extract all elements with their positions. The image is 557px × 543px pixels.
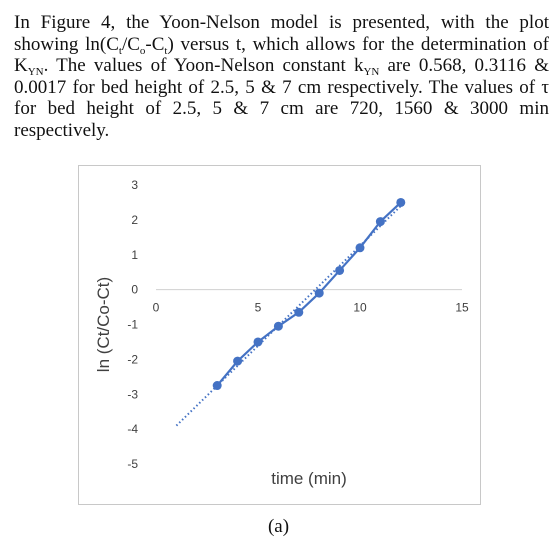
data-point (273, 321, 283, 331)
data-point (294, 307, 304, 317)
figure-caption: (a) (267, 516, 290, 537)
data-point (212, 381, 222, 391)
data-point (375, 217, 385, 227)
x-tick-label: 0 (153, 301, 160, 315)
para-sub-t1: t (118, 44, 122, 57)
x-axis-title: time (min) (271, 469, 347, 488)
para-text-2: /C (121, 33, 140, 55)
para-text-5: . The values of Yoon-Nelson constant k (43, 55, 364, 76)
y-tick-label: -3 (127, 387, 138, 401)
y-tick-label: 3 (131, 178, 138, 192)
data-point (253, 337, 263, 347)
x-tick-label: 5 (255, 301, 262, 315)
y-tick-label: -1 (127, 318, 138, 332)
series-line (216, 201, 402, 387)
data-point (396, 197, 406, 207)
para-text-3: -C (145, 33, 165, 55)
trendline (175, 205, 402, 427)
para-sub-t2: t (164, 44, 168, 57)
para-sub-o: o (139, 44, 146, 57)
body-paragraph: In Figure 4, the Yoon-Nelson model is pr… (14, 12, 549, 141)
para-sub-yn2: YN (363, 66, 380, 78)
para-text-4: ) versus t, which allows for the determi… (14, 33, 549, 77)
x-tick-label: 15 (455, 301, 469, 315)
y-tick-label: 0 (131, 283, 138, 297)
x-tick-label: 10 (353, 301, 367, 315)
data-point (233, 356, 243, 366)
data-point (335, 265, 345, 275)
y-tick-label: -2 (127, 352, 138, 366)
y-axis-title: ln (Ct/Co-Ct) (94, 277, 113, 372)
para-text-6: are 0.568, 0.3116 & 0.0017 for bed heigh… (14, 55, 549, 141)
data-point (355, 243, 365, 253)
y-tick-label: 2 (131, 213, 138, 227)
data-point (314, 288, 324, 298)
para-text-1: In Figure 4, the Yoon-Nelson model is pr… (14, 12, 549, 55)
y-tick-label: 1 (131, 248, 138, 262)
y-tick-label: -5 (127, 457, 138, 471)
para-sub-yn1: YN (27, 66, 44, 78)
y-tick-label: -4 (127, 422, 138, 436)
figure-chart: 3 2 1 0 -1 -2 -3 -4 -5 0 5 10 15 time (min) ln (Ct/Co-… (78, 165, 481, 505)
